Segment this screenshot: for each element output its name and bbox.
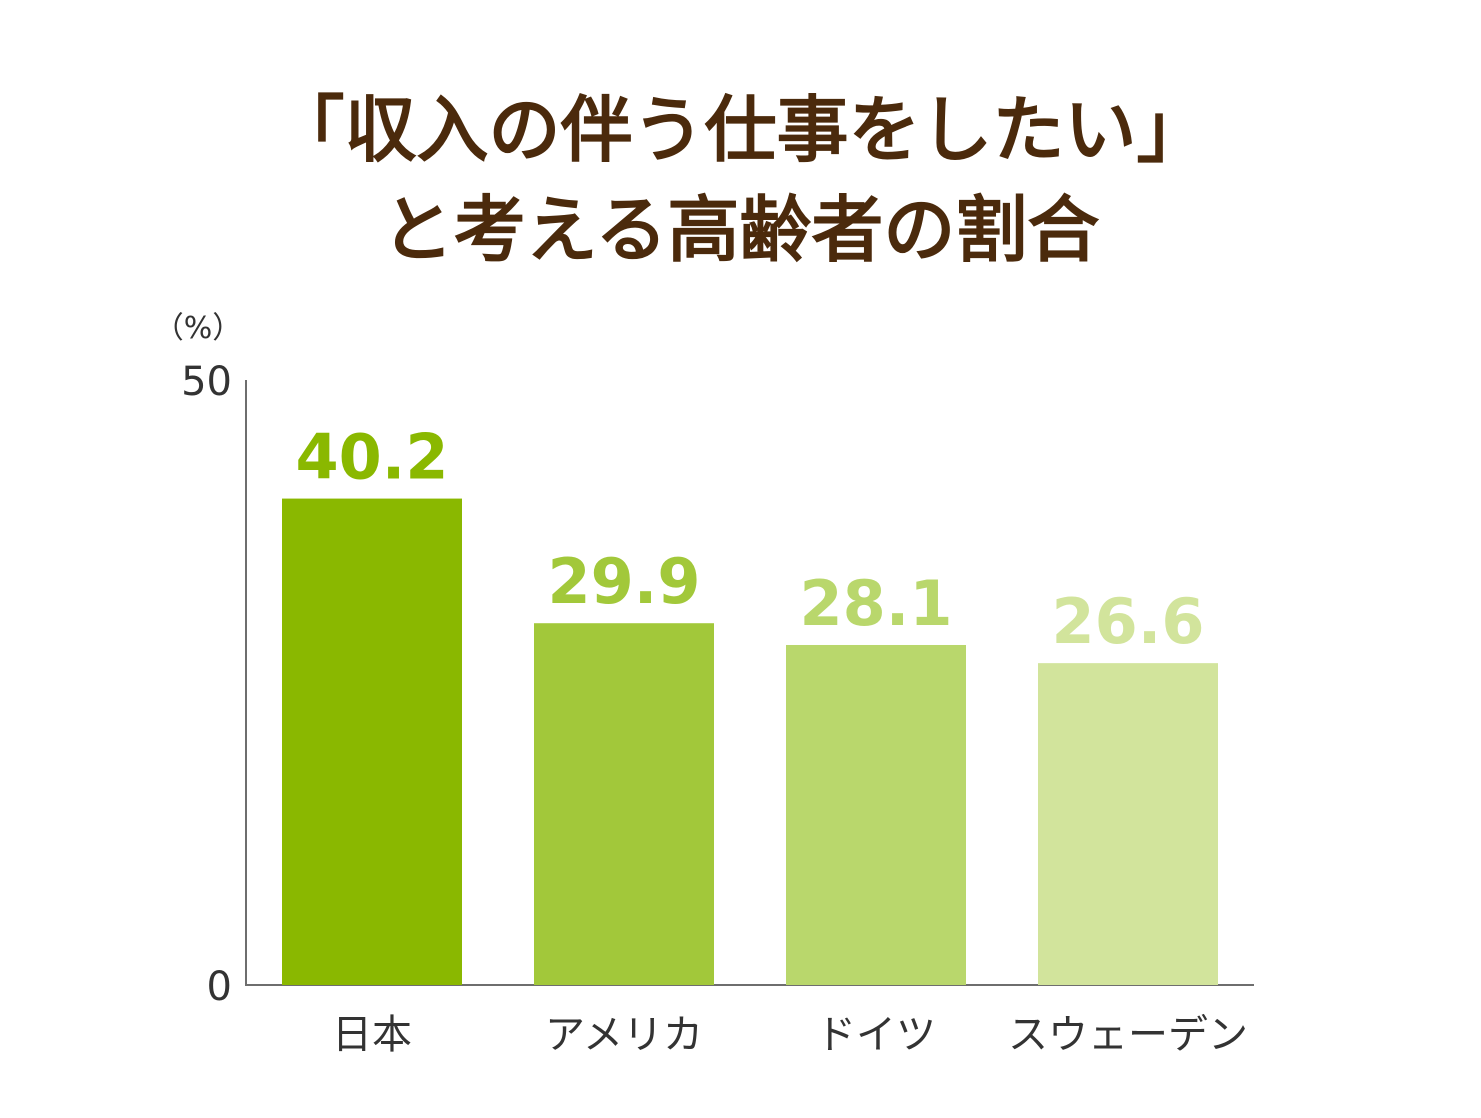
x-category-label: アメリカ [545,1012,703,1058]
x-category-label: 日本 [332,1012,412,1058]
bar [282,498,462,985]
bar-value-label: 26.6 [1052,585,1205,658]
y-tick-label: 0 [207,964,232,1010]
chart-title-line-2: と考える高齢者の割合 [381,188,1100,272]
bar [534,623,714,985]
y-axis-unit-label: （%） [154,311,243,346]
bar-value-label: 40.2 [296,421,449,494]
x-category-label: スウェーデン [1008,1012,1248,1058]
bar [1038,663,1218,985]
chart-title-line-1: 「収入の伴う仕事をしたい」 [272,88,1209,172]
bar-value-label: 28.1 [800,567,953,640]
bar [786,644,966,985]
bar-value-label: 29.9 [548,545,701,618]
x-category-label: ドイツ [816,1012,936,1058]
y-tick-label: 50 [181,359,232,405]
